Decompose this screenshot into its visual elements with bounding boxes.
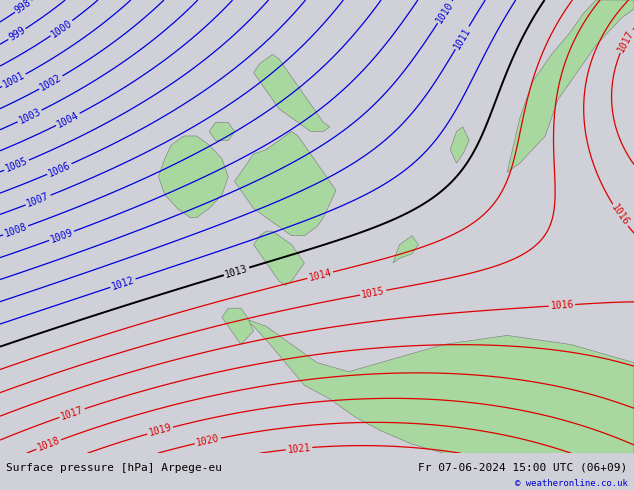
Polygon shape (450, 127, 469, 163)
Text: 1020: 1020 (195, 434, 221, 448)
Text: 1003: 1003 (17, 106, 42, 126)
Text: Surface pressure [hPa] Arpege-eu: Surface pressure [hPa] Arpege-eu (6, 463, 223, 473)
Polygon shape (158, 136, 228, 218)
Text: 999: 999 (7, 25, 27, 43)
Polygon shape (393, 236, 418, 263)
Text: 1021: 1021 (287, 442, 311, 455)
Text: 1011: 1011 (452, 25, 472, 50)
Text: 1016: 1016 (609, 203, 631, 228)
Polygon shape (235, 131, 336, 236)
Polygon shape (254, 231, 304, 286)
Text: 1009: 1009 (49, 227, 74, 245)
Text: 1015: 1015 (361, 286, 385, 300)
Text: 1005: 1005 (4, 156, 29, 174)
Text: Fr 07-06-2024 15:00 UTC (06+09): Fr 07-06-2024 15:00 UTC (06+09) (418, 463, 628, 473)
Text: 1019: 1019 (148, 422, 172, 439)
Text: 1017: 1017 (616, 28, 634, 53)
Text: 1008: 1008 (3, 222, 29, 239)
Polygon shape (241, 318, 634, 453)
Text: 1007: 1007 (25, 191, 51, 209)
Polygon shape (209, 122, 235, 141)
Text: 1010: 1010 (434, 0, 455, 24)
Text: 1000: 1000 (49, 18, 74, 39)
Text: 1016: 1016 (550, 299, 574, 311)
Text: 1006: 1006 (47, 160, 72, 178)
Text: 1012: 1012 (110, 275, 136, 292)
Text: 1018: 1018 (36, 436, 61, 453)
Text: 1001: 1001 (1, 71, 27, 90)
Text: © weatheronline.co.uk: © weatheronline.co.uk (515, 479, 628, 488)
Text: 998: 998 (13, 0, 34, 16)
Polygon shape (222, 308, 254, 344)
Polygon shape (507, 0, 634, 172)
Text: 1014: 1014 (307, 268, 333, 283)
Text: 1002: 1002 (38, 73, 63, 93)
Text: 1004: 1004 (55, 110, 81, 129)
Polygon shape (254, 54, 330, 131)
Text: 1017: 1017 (60, 404, 85, 421)
Text: 1013: 1013 (224, 263, 249, 279)
